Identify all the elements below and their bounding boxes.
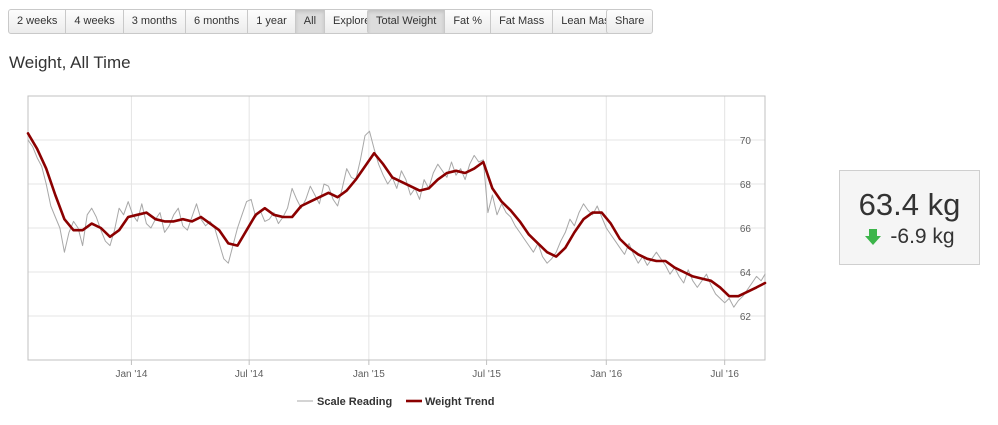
range-button-2-weeks[interactable]: 2 weeks	[8, 9, 67, 34]
chart-grid	[28, 96, 765, 360]
y-tick-label: 62	[740, 312, 752, 323]
y-tick-label: 66	[740, 224, 752, 235]
metric-button-total-weight[interactable]: Total Weight	[367, 9, 446, 34]
current-weight: 63.4 kg	[858, 187, 961, 222]
metric-button-group: Total Weight Fat % Fat Mass Lean Mass	[367, 9, 625, 34]
range-button-group: 2 weeks 4 weeks 3 months 6 months 1 year All E…	[8, 9, 380, 34]
share-group: Share	[606, 9, 654, 34]
weight-chart: 62 64 66 68 70 Jan '14 Jul '14 Jan '15 Jul '15 Ja…	[26, 95, 767, 408]
x-tick-label: Jan '14	[115, 369, 147, 380]
y-tick-label: 68	[740, 180, 752, 191]
weight-change: -6.9 kg	[890, 225, 955, 248]
x-tick-label: Jul '16	[710, 369, 739, 380]
summary-box: 63.4 kg -6.9 kg	[839, 170, 980, 265]
plot-area	[27, 95, 766, 361]
range-button-4-weeks[interactable]: 4 weeks	[66, 9, 124, 34]
legend-item-weight-trend[interactable]: Weight Trend	[425, 396, 494, 408]
x-tick-label: Jan '16	[590, 369, 622, 380]
metric-button-fat[interactable]: Fat %	[445, 9, 492, 34]
x-tick-label: Jan '15	[353, 369, 385, 380]
range-button-3-months[interactable]: 3 months	[123, 9, 186, 34]
y-tick-label: 64	[740, 268, 752, 279]
range-button-1-year[interactable]: 1 year	[248, 9, 296, 34]
x-tick-label: Jul '14	[235, 369, 264, 380]
metric-button-fat-mass[interactable]: Fat Mass	[491, 9, 554, 34]
chart-ticks: 62 64 66 68 70 Jan '14 Jul '14 Jan '15 Jul '15 Ja…	[115, 136, 751, 380]
weight-change-row: -6.9 kg	[840, 225, 979, 249]
page-title: Weight, All Time	[9, 53, 131, 72]
arrow-down-icon	[865, 229, 882, 245]
y-tick-label: 70	[740, 136, 752, 147]
range-button-6-months[interactable]: 6 months	[185, 9, 249, 34]
chart-legend: Scale Reading Weight Trend	[297, 396, 494, 408]
legend-item-scale-reading[interactable]: Scale Reading	[317, 396, 392, 408]
x-tick-label: Jul '15	[472, 369, 501, 380]
range-button-all[interactable]: All	[295, 9, 326, 34]
series-line-weight-trend	[26, 132, 767, 298]
series-line-scale-reading	[27, 130, 766, 308]
chart-series	[26, 130, 767, 308]
share-button[interactable]: Share	[606, 9, 654, 34]
